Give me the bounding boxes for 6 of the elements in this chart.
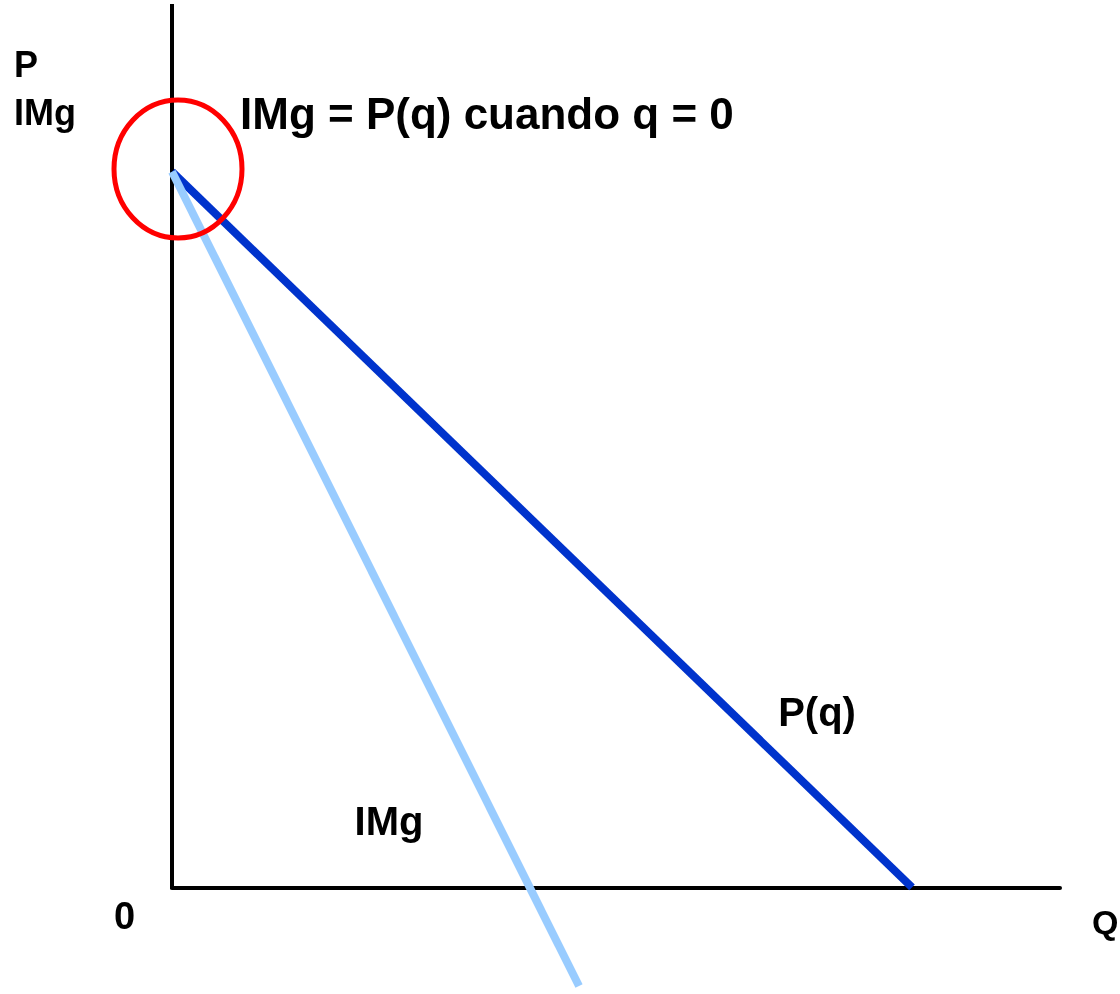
series-label: IMg	[354, 799, 424, 843]
y-axis-title: P IMg	[14, 43, 76, 133]
x-axis-title: Q	[1092, 903, 1119, 942]
text: 0	[114, 895, 136, 938]
series-label: P(q)	[778, 690, 856, 735]
text: IMg = P(q) cuando q = 0	[240, 89, 734, 139]
